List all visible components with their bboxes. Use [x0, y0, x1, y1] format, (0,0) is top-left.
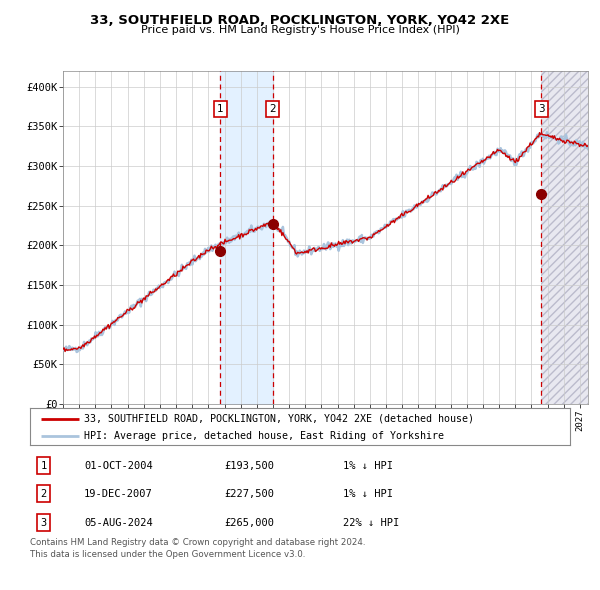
Text: 2: 2 — [269, 104, 276, 114]
Text: 3: 3 — [40, 518, 47, 528]
Text: Price paid vs. HM Land Registry's House Price Index (HPI): Price paid vs. HM Land Registry's House … — [140, 25, 460, 35]
Text: 1: 1 — [40, 461, 47, 470]
Text: £193,500: £193,500 — [224, 461, 274, 470]
Text: 01-OCT-2004: 01-OCT-2004 — [84, 461, 153, 470]
Text: HPI: Average price, detached house, East Riding of Yorkshire: HPI: Average price, detached house, East… — [84, 431, 444, 441]
Text: £265,000: £265,000 — [224, 518, 274, 528]
Text: 1% ↓ HPI: 1% ↓ HPI — [343, 489, 393, 499]
Text: 33, SOUTHFIELD ROAD, POCKLINGTON, YORK, YO42 2XE: 33, SOUTHFIELD ROAD, POCKLINGTON, YORK, … — [91, 14, 509, 27]
Text: 33, SOUTHFIELD ROAD, POCKLINGTON, YORK, YO42 2XE (detached house): 33, SOUTHFIELD ROAD, POCKLINGTON, YORK, … — [84, 414, 474, 424]
Text: Contains HM Land Registry data © Crown copyright and database right 2024.: Contains HM Land Registry data © Crown c… — [30, 538, 365, 547]
Text: 22% ↓ HPI: 22% ↓ HPI — [343, 518, 400, 528]
Text: 05-AUG-2024: 05-AUG-2024 — [84, 518, 153, 528]
Text: 2: 2 — [40, 489, 47, 499]
Text: £227,500: £227,500 — [224, 489, 274, 499]
Text: 1% ↓ HPI: 1% ↓ HPI — [343, 461, 393, 470]
Text: 19-DEC-2007: 19-DEC-2007 — [84, 489, 153, 499]
Text: 1: 1 — [217, 104, 224, 114]
Text: This data is licensed under the Open Government Licence v3.0.: This data is licensed under the Open Gov… — [30, 550, 305, 559]
Text: 3: 3 — [538, 104, 544, 114]
